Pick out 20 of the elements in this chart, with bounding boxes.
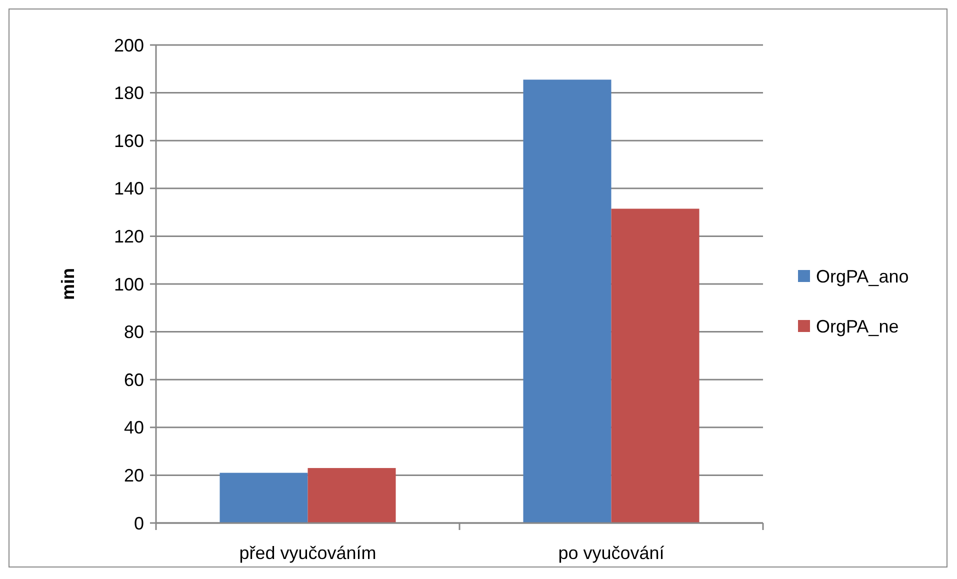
bar (523, 80, 612, 523)
legend-label: OrgPA_ano (816, 266, 909, 286)
y-axis-title: min (58, 268, 78, 300)
y-tick-label: 180 (114, 83, 144, 104)
bar (220, 472, 308, 523)
y-tick-label: 100 (114, 274, 144, 294)
y-tick-label: 20 (124, 466, 144, 486)
legend-label: OrgPA_ne (816, 316, 899, 336)
bar (611, 208, 700, 523)
y-tick-label: 120 (114, 226, 144, 246)
y-tick-label: 80 (124, 322, 144, 342)
y-tick-label: 0 (134, 513, 144, 534)
y-tick-label: 160 (114, 130, 144, 151)
y-tick-label: 60 (124, 370, 144, 390)
x-tick-label: po vyučování (558, 543, 664, 563)
x-tick-label: před vyučováním (239, 543, 376, 563)
bar (308, 468, 396, 523)
y-tick-label: 40 (124, 418, 144, 438)
y-tick-label: 200 (114, 35, 144, 56)
y-tick-label: 140 (114, 178, 144, 199)
